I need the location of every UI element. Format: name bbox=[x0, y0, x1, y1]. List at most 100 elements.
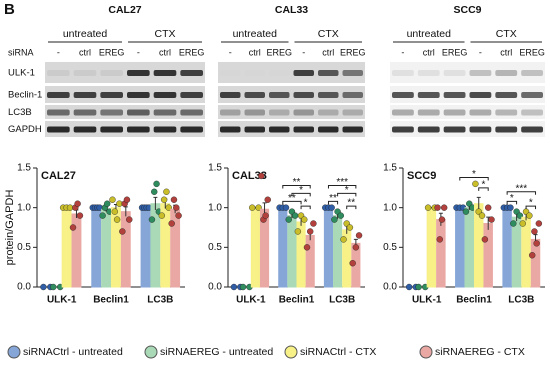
data-point bbox=[173, 204, 180, 211]
bar bbox=[436, 219, 446, 288]
lane-label: ctrl bbox=[159, 47, 171, 57]
significance-bracket bbox=[327, 184, 357, 189]
blot-band bbox=[127, 92, 150, 98]
significance-label: ** bbox=[288, 193, 296, 204]
legend-label: siRNAEREG - CTX bbox=[435, 346, 525, 358]
significance-label: * bbox=[345, 185, 349, 196]
data-point bbox=[307, 228, 314, 235]
y-tick-label: 0.0 bbox=[208, 282, 222, 293]
blot-band bbox=[318, 109, 339, 116]
blot-band bbox=[244, 92, 265, 98]
blot-band bbox=[318, 70, 339, 76]
blot-band bbox=[469, 70, 492, 76]
blot-band bbox=[495, 126, 518, 133]
bar bbox=[464, 207, 474, 288]
blot-band bbox=[269, 92, 290, 98]
bar bbox=[305, 234, 315, 288]
bar bbox=[120, 211, 131, 288]
blot-band bbox=[180, 70, 203, 76]
data-point bbox=[507, 204, 514, 211]
blot-band bbox=[100, 109, 123, 116]
data-point bbox=[294, 228, 302, 235]
data-point bbox=[170, 196, 178, 203]
blot-band bbox=[521, 70, 543, 76]
blot-band bbox=[127, 126, 150, 133]
error-bar bbox=[153, 196, 158, 211]
legend-swatch bbox=[284, 345, 298, 359]
significance-bracket bbox=[506, 191, 537, 195]
data-point bbox=[531, 228, 538, 235]
blot-band bbox=[293, 126, 314, 133]
lane-label: EREG bbox=[99, 47, 125, 57]
blot-band bbox=[47, 109, 70, 116]
data-point bbox=[481, 236, 489, 243]
data-point bbox=[472, 180, 479, 188]
legend-label: siRNACtrl - untreated bbox=[23, 346, 123, 358]
blot-band bbox=[100, 126, 123, 133]
blot-band bbox=[469, 109, 492, 116]
lane-label: - bbox=[57, 47, 60, 57]
significance-bracket bbox=[506, 200, 518, 205]
x-tick-label: ULK-1 bbox=[412, 295, 442, 306]
lane-label: EREG bbox=[179, 47, 205, 57]
blot-band bbox=[342, 126, 363, 133]
blot-row-label: LC3B bbox=[8, 107, 32, 118]
data-point bbox=[519, 220, 526, 227]
legend-label: siRNACtrl - CTX bbox=[300, 346, 376, 358]
blot-band bbox=[469, 126, 492, 133]
data-point bbox=[258, 172, 265, 180]
lane-label: ctrl bbox=[423, 47, 435, 57]
data-point bbox=[355, 232, 363, 239]
x-tick-label: ULK-1 bbox=[47, 295, 77, 306]
lane-label: EREG bbox=[340, 47, 366, 57]
significance-label: * bbox=[482, 179, 486, 190]
group-label: untreated bbox=[233, 28, 278, 40]
data-point bbox=[99, 212, 106, 219]
blot-band bbox=[220, 70, 241, 76]
legend-label: siRNAEREG - untreated bbox=[160, 346, 273, 358]
significance-bracket bbox=[327, 200, 339, 205]
blot-band bbox=[392, 109, 414, 116]
data-point bbox=[109, 196, 116, 203]
data-point bbox=[340, 236, 347, 243]
data-point bbox=[510, 220, 517, 227]
bar bbox=[426, 207, 437, 288]
lane-label: - bbox=[137, 47, 140, 57]
chart-title: CAL27 bbox=[41, 170, 76, 182]
cell-line-title: SCC9 bbox=[453, 4, 481, 16]
data-point bbox=[526, 212, 533, 219]
bar bbox=[483, 223, 493, 288]
group-label: untreated bbox=[407, 28, 452, 40]
blot-background bbox=[45, 121, 205, 137]
lane-label: EREG bbox=[442, 47, 468, 57]
data-point bbox=[346, 224, 354, 231]
blot-band bbox=[318, 126, 339, 133]
lane-label: ctrl bbox=[249, 47, 261, 57]
y-tick-label: 0.5 bbox=[17, 242, 31, 253]
y-tick-label: 1.5 bbox=[208, 163, 222, 174]
data-point bbox=[291, 212, 299, 219]
blot-band bbox=[180, 92, 203, 98]
data-point bbox=[285, 216, 292, 223]
blot-band bbox=[495, 92, 518, 98]
bar bbox=[101, 208, 111, 288]
blot-band bbox=[269, 70, 290, 76]
blot-band bbox=[220, 126, 241, 133]
significance-bracket bbox=[282, 184, 311, 189]
lane-label: - bbox=[401, 47, 404, 57]
blot-band bbox=[495, 109, 518, 116]
blot-band bbox=[392, 70, 414, 76]
group-label: CTX bbox=[318, 28, 339, 40]
blot-band bbox=[318, 92, 339, 98]
blot-band bbox=[417, 126, 440, 133]
data-point bbox=[151, 188, 158, 196]
blot-band bbox=[73, 70, 97, 76]
lane-label: - bbox=[479, 47, 482, 57]
blot-band bbox=[521, 126, 543, 133]
blot-row-label: Beclin-1 bbox=[8, 90, 42, 101]
blot-band bbox=[180, 109, 203, 116]
bar bbox=[91, 207, 102, 288]
data-point bbox=[119, 228, 126, 235]
blot-background bbox=[45, 86, 205, 103]
significance-label: * bbox=[529, 198, 533, 209]
